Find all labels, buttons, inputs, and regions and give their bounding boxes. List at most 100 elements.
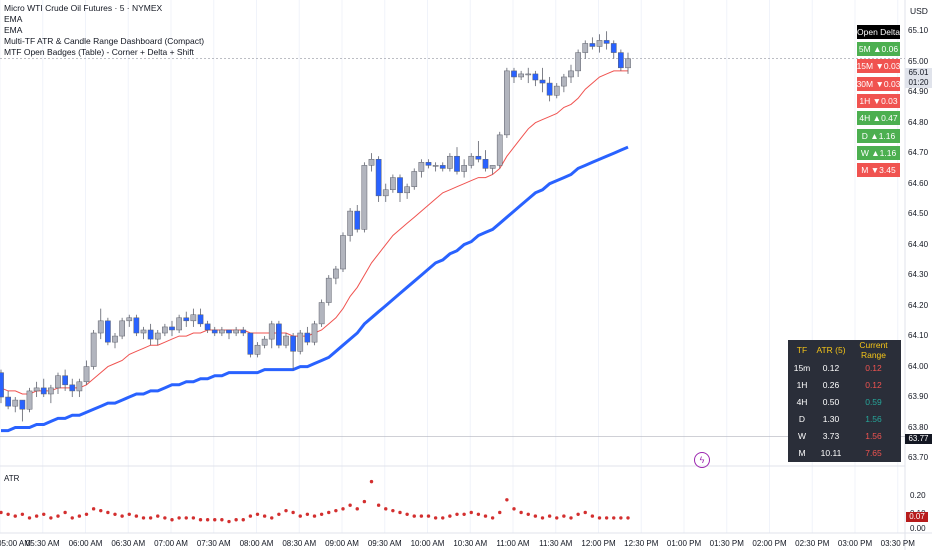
candle[interactable]: [318, 299, 325, 327]
indicator-open-badges[interactable]: MTF Open Badges (Table) - Corner + Delta…: [4, 47, 194, 57]
candle[interactable]: [390, 174, 396, 193]
candle[interactable]: [325, 275, 332, 306]
candle[interactable]: [525, 67, 532, 84]
candle[interactable]: [482, 150, 489, 172]
candle[interactable]: [33, 381, 40, 398]
candle[interactable]: [475, 140, 482, 163]
candle[interactable]: [276, 320, 282, 349]
candle[interactable]: [382, 183, 389, 202]
candle[interactable]: [247, 332, 254, 358]
candle[interactable]: [105, 317, 111, 346]
candle[interactable]: [12, 397, 19, 413]
candle[interactable]: [304, 326, 311, 346]
candle[interactable]: [361, 162, 368, 233]
candle[interactable]: [610, 40, 617, 59]
candle[interactable]: [133, 314, 140, 337]
candle[interactable]: [119, 317, 125, 340]
candle[interactable]: [290, 333, 296, 370]
candle[interactable]: [546, 76, 553, 102]
candle[interactable]: [311, 320, 318, 346]
candle[interactable]: [333, 265, 339, 285]
candle[interactable]: [26, 387, 33, 413]
candle[interactable]: [596, 34, 603, 53]
candle[interactable]: [112, 333, 118, 349]
candle[interactable]: [411, 168, 418, 190]
candle[interactable]: [226, 329, 232, 340]
candle[interactable]: [254, 342, 261, 358]
candle[interactable]: [162, 323, 168, 337]
candle[interactable]: [375, 156, 382, 202]
candle[interactable]: [219, 326, 225, 337]
atr-pane-label[interactable]: ATR: [4, 474, 20, 483]
indicator-ema-slow[interactable]: EMA: [4, 25, 23, 35]
candle[interactable]: [5, 390, 11, 410]
candle[interactable]: [283, 333, 289, 349]
candle[interactable]: [511, 67, 517, 84]
candle[interactable]: [190, 308, 197, 327]
flash-icon[interactable]: ϟ: [694, 452, 710, 468]
candle[interactable]: [603, 31, 610, 50]
candle[interactable]: [461, 159, 467, 178]
candle[interactable]: [0, 369, 4, 404]
candle[interactable]: [90, 329, 97, 370]
symbol-title[interactable]: Micro WTI Crude Oil Futures · 5 · NYMEX: [4, 3, 163, 13]
candle[interactable]: [176, 314, 182, 334]
candle[interactable]: [532, 70, 539, 87]
candle[interactable]: [62, 369, 68, 391]
candle[interactable]: [147, 323, 154, 346]
currency-label[interactable]: USD: [910, 6, 928, 16]
candle[interactable]: [48, 384, 54, 404]
candle[interactable]: [183, 311, 190, 327]
candle[interactable]: [211, 326, 218, 337]
candle[interactable]: [618, 49, 624, 71]
current-price: 65.01: [908, 68, 929, 77]
indicator-atr-dashboard[interactable]: Multi-TF ATR & Candle Range Dashboard (C…: [4, 36, 205, 46]
candle[interactable]: [347, 208, 353, 242]
candle[interactable]: [97, 308, 104, 340]
candle[interactable]: [439, 162, 446, 172]
candle[interactable]: [261, 336, 268, 349]
candle[interactable]: [197, 308, 204, 327]
candle[interactable]: [568, 64, 574, 84]
candle[interactable]: [589, 37, 596, 50]
candle[interactable]: [518, 70, 524, 81]
candle[interactable]: [154, 329, 161, 346]
candle[interactable]: [368, 153, 375, 172]
candle[interactable]: [354, 204, 361, 233]
candle[interactable]: [297, 329, 304, 355]
candle[interactable]: [553, 83, 560, 99]
candle[interactable]: [404, 183, 410, 199]
candle[interactable]: [40, 378, 47, 398]
candle[interactable]: [140, 326, 147, 340]
candle[interactable]: [432, 162, 439, 172]
candle[interactable]: [240, 326, 247, 337]
candle[interactable]: [169, 320, 175, 337]
candle[interactable]: [204, 320, 211, 334]
candle[interactable]: [76, 378, 83, 398]
candle[interactable]: [539, 67, 546, 93]
candle[interactable]: [425, 159, 432, 169]
candle[interactable]: [582, 40, 589, 59]
candle[interactable]: [447, 153, 453, 172]
candle[interactable]: [504, 67, 510, 138]
candle[interactable]: [575, 49, 581, 77]
candle[interactable]: [468, 153, 475, 169]
candle[interactable]: [496, 131, 503, 169]
candle[interactable]: [561, 73, 567, 93]
candle[interactable]: [19, 399, 26, 422]
candle[interactable]: [418, 159, 425, 178]
ema-slow-line[interactable]: [1, 145, 629, 433]
candle[interactable]: [69, 378, 76, 398]
candle[interactable]: [340, 232, 346, 273]
candle[interactable]: [55, 372, 61, 394]
candle[interactable]: [233, 326, 239, 337]
candle[interactable]: [454, 147, 460, 175]
candle[interactable]: [489, 165, 496, 175]
candle[interactable]: [397, 174, 403, 202]
indicator-ema-fast[interactable]: EMA: [4, 14, 23, 24]
candle[interactable]: [268, 320, 275, 349]
candle[interactable]: [126, 314, 133, 327]
candle[interactable]: [83, 360, 90, 385]
candle[interactable]: [625, 52, 631, 74]
